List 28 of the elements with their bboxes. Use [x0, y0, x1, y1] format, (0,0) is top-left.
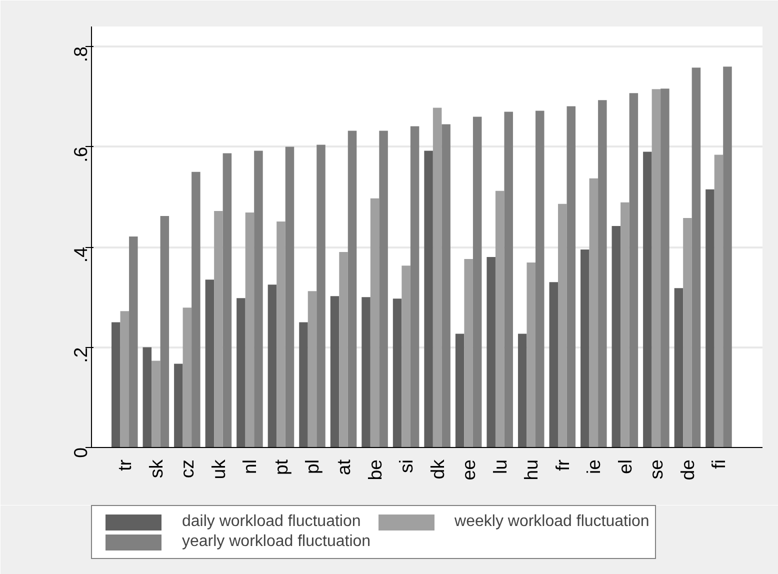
y-tick-label: .8 [70, 46, 91, 62]
x-tick-label: sk [145, 458, 166, 478]
x-tick-label: se [646, 459, 667, 480]
x-tick-label: tr [114, 459, 136, 471]
x-tick-label: pl [302, 459, 323, 474]
legend-label: yearly workload fluctuation [182, 532, 371, 552]
y-tick-label: .4 [70, 247, 91, 263]
x-tick-label: ie [583, 459, 604, 474]
x-tick-label: el [614, 459, 636, 474]
x-tick-label: fi [708, 460, 730, 469]
x-tick-label: pt [270, 458, 292, 476]
x-tick-label: hu [520, 459, 542, 480]
x-tick-label: dk [426, 458, 448, 480]
x-tick-label: si [396, 459, 417, 473]
x-tick-label: uk [208, 458, 229, 480]
y-tick-label: .2 [70, 347, 91, 363]
x-tick-label: de [676, 459, 698, 480]
x-tick-label: nl [239, 459, 260, 474]
x-tick-label: at [333, 458, 354, 476]
x-tick-label: ee [458, 459, 480, 480]
y-tick-label: 0 [70, 447, 91, 458]
x-tick-label: lu [489, 459, 510, 474]
x-tick-label: fr [552, 459, 573, 471]
y-tick-label: .6 [70, 146, 91, 162]
x-tick-label: be [364, 459, 386, 480]
x-tick-label: cz [176, 460, 198, 478]
legend-label: weekly workload fluctuation [454, 512, 650, 532]
legend-label: daily workload fluctuation [182, 512, 361, 532]
